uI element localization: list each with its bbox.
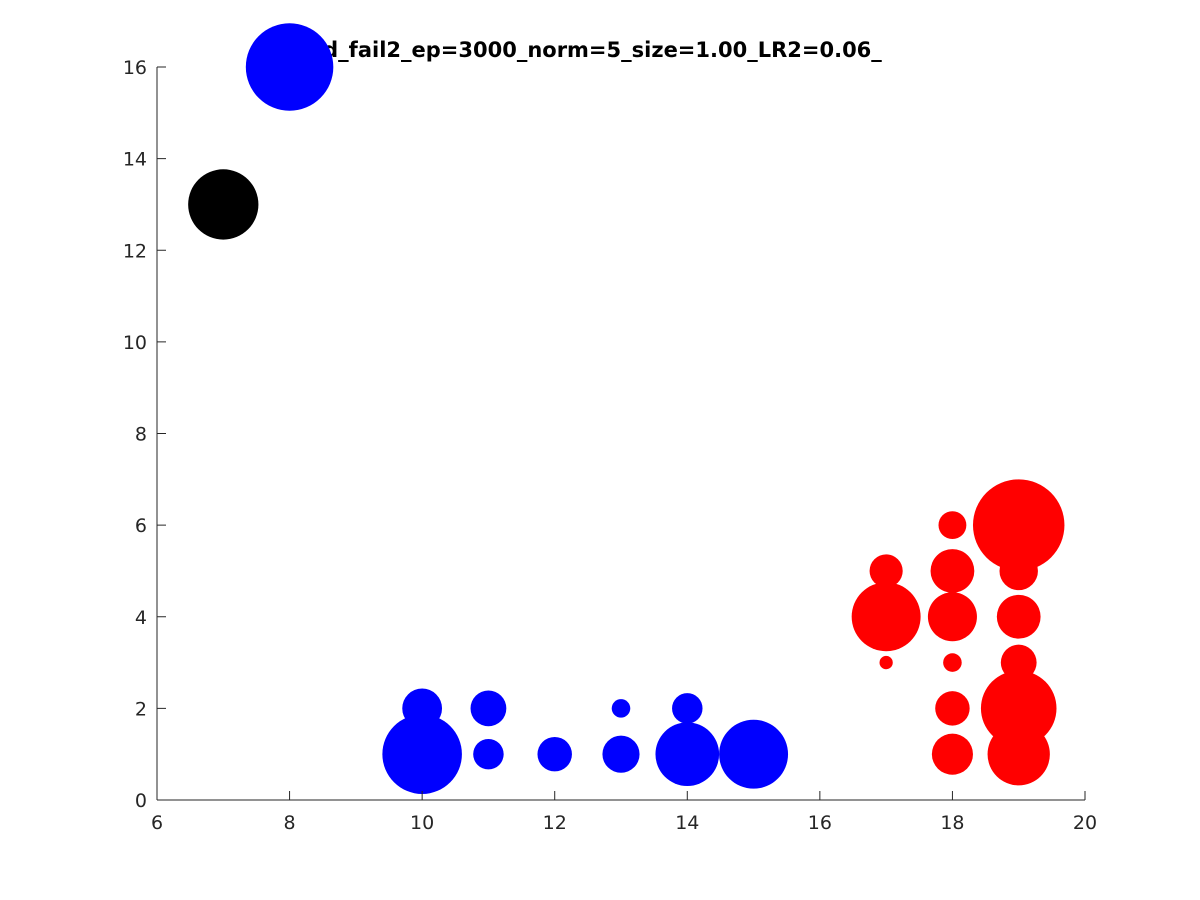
- bubble-point: [655, 722, 720, 787]
- bubble-point: [980, 670, 1057, 747]
- bubble-point: [879, 655, 893, 670]
- y-tick-label: 8: [135, 424, 147, 446]
- bubble-point: [470, 690, 507, 727]
- bubble-point: [537, 736, 572, 772]
- bubble-point: [931, 733, 973, 775]
- bubble-point: [473, 738, 504, 770]
- bubble-point: [996, 594, 1041, 639]
- bubble-point: [245, 23, 334, 111]
- x-tick-label: 20: [1073, 812, 1097, 834]
- bubble-point: [943, 653, 962, 672]
- bubble-point: [1000, 644, 1037, 681]
- bubble-point: [935, 691, 970, 726]
- bubble-point: [851, 582, 921, 652]
- x-tick-label: 8: [284, 812, 296, 834]
- bubble-point: [188, 169, 259, 240]
- y-tick-label: 16: [123, 57, 147, 79]
- bubble-point: [672, 693, 703, 724]
- x-tick-label: 6: [151, 812, 163, 834]
- bubble-markers: [188, 23, 1065, 794]
- y-tick-label: 10: [123, 332, 147, 354]
- bubble-point: [611, 699, 631, 718]
- bubble-point: [999, 551, 1038, 591]
- bubble-point: [927, 592, 977, 642]
- bubble-point: [938, 511, 967, 540]
- bubble-point: [869, 554, 903, 588]
- x-tick-label: 18: [940, 812, 964, 834]
- y-tick-label: 12: [123, 240, 147, 262]
- bubble-point: [972, 479, 1065, 571]
- axes: 6 8 10 12 14 16 18 20 0 2 4 6 8 10 12 14 16: [123, 57, 1097, 834]
- y-tick-label: 2: [135, 698, 147, 720]
- x-tick-label: 16: [808, 812, 832, 834]
- x-tick-label: 12: [543, 812, 567, 834]
- y-tick-label: 4: [135, 607, 147, 629]
- bubble-point: [930, 549, 975, 593]
- y-tick-label: 0: [135, 790, 147, 812]
- chart-title: nd_fail2_ep=3000_norm=5_size=1.00_LR2=0.…: [308, 38, 882, 62]
- x-tick-label: 10: [410, 812, 434, 834]
- bubble-point: [382, 714, 462, 794]
- bubble-point: [719, 719, 789, 789]
- x-tick-label: 14: [675, 812, 699, 834]
- bubble-point: [987, 723, 1050, 786]
- bubble-point: [602, 735, 640, 773]
- y-tick-label: 6: [135, 515, 147, 537]
- y-tick-label: 14: [123, 149, 147, 171]
